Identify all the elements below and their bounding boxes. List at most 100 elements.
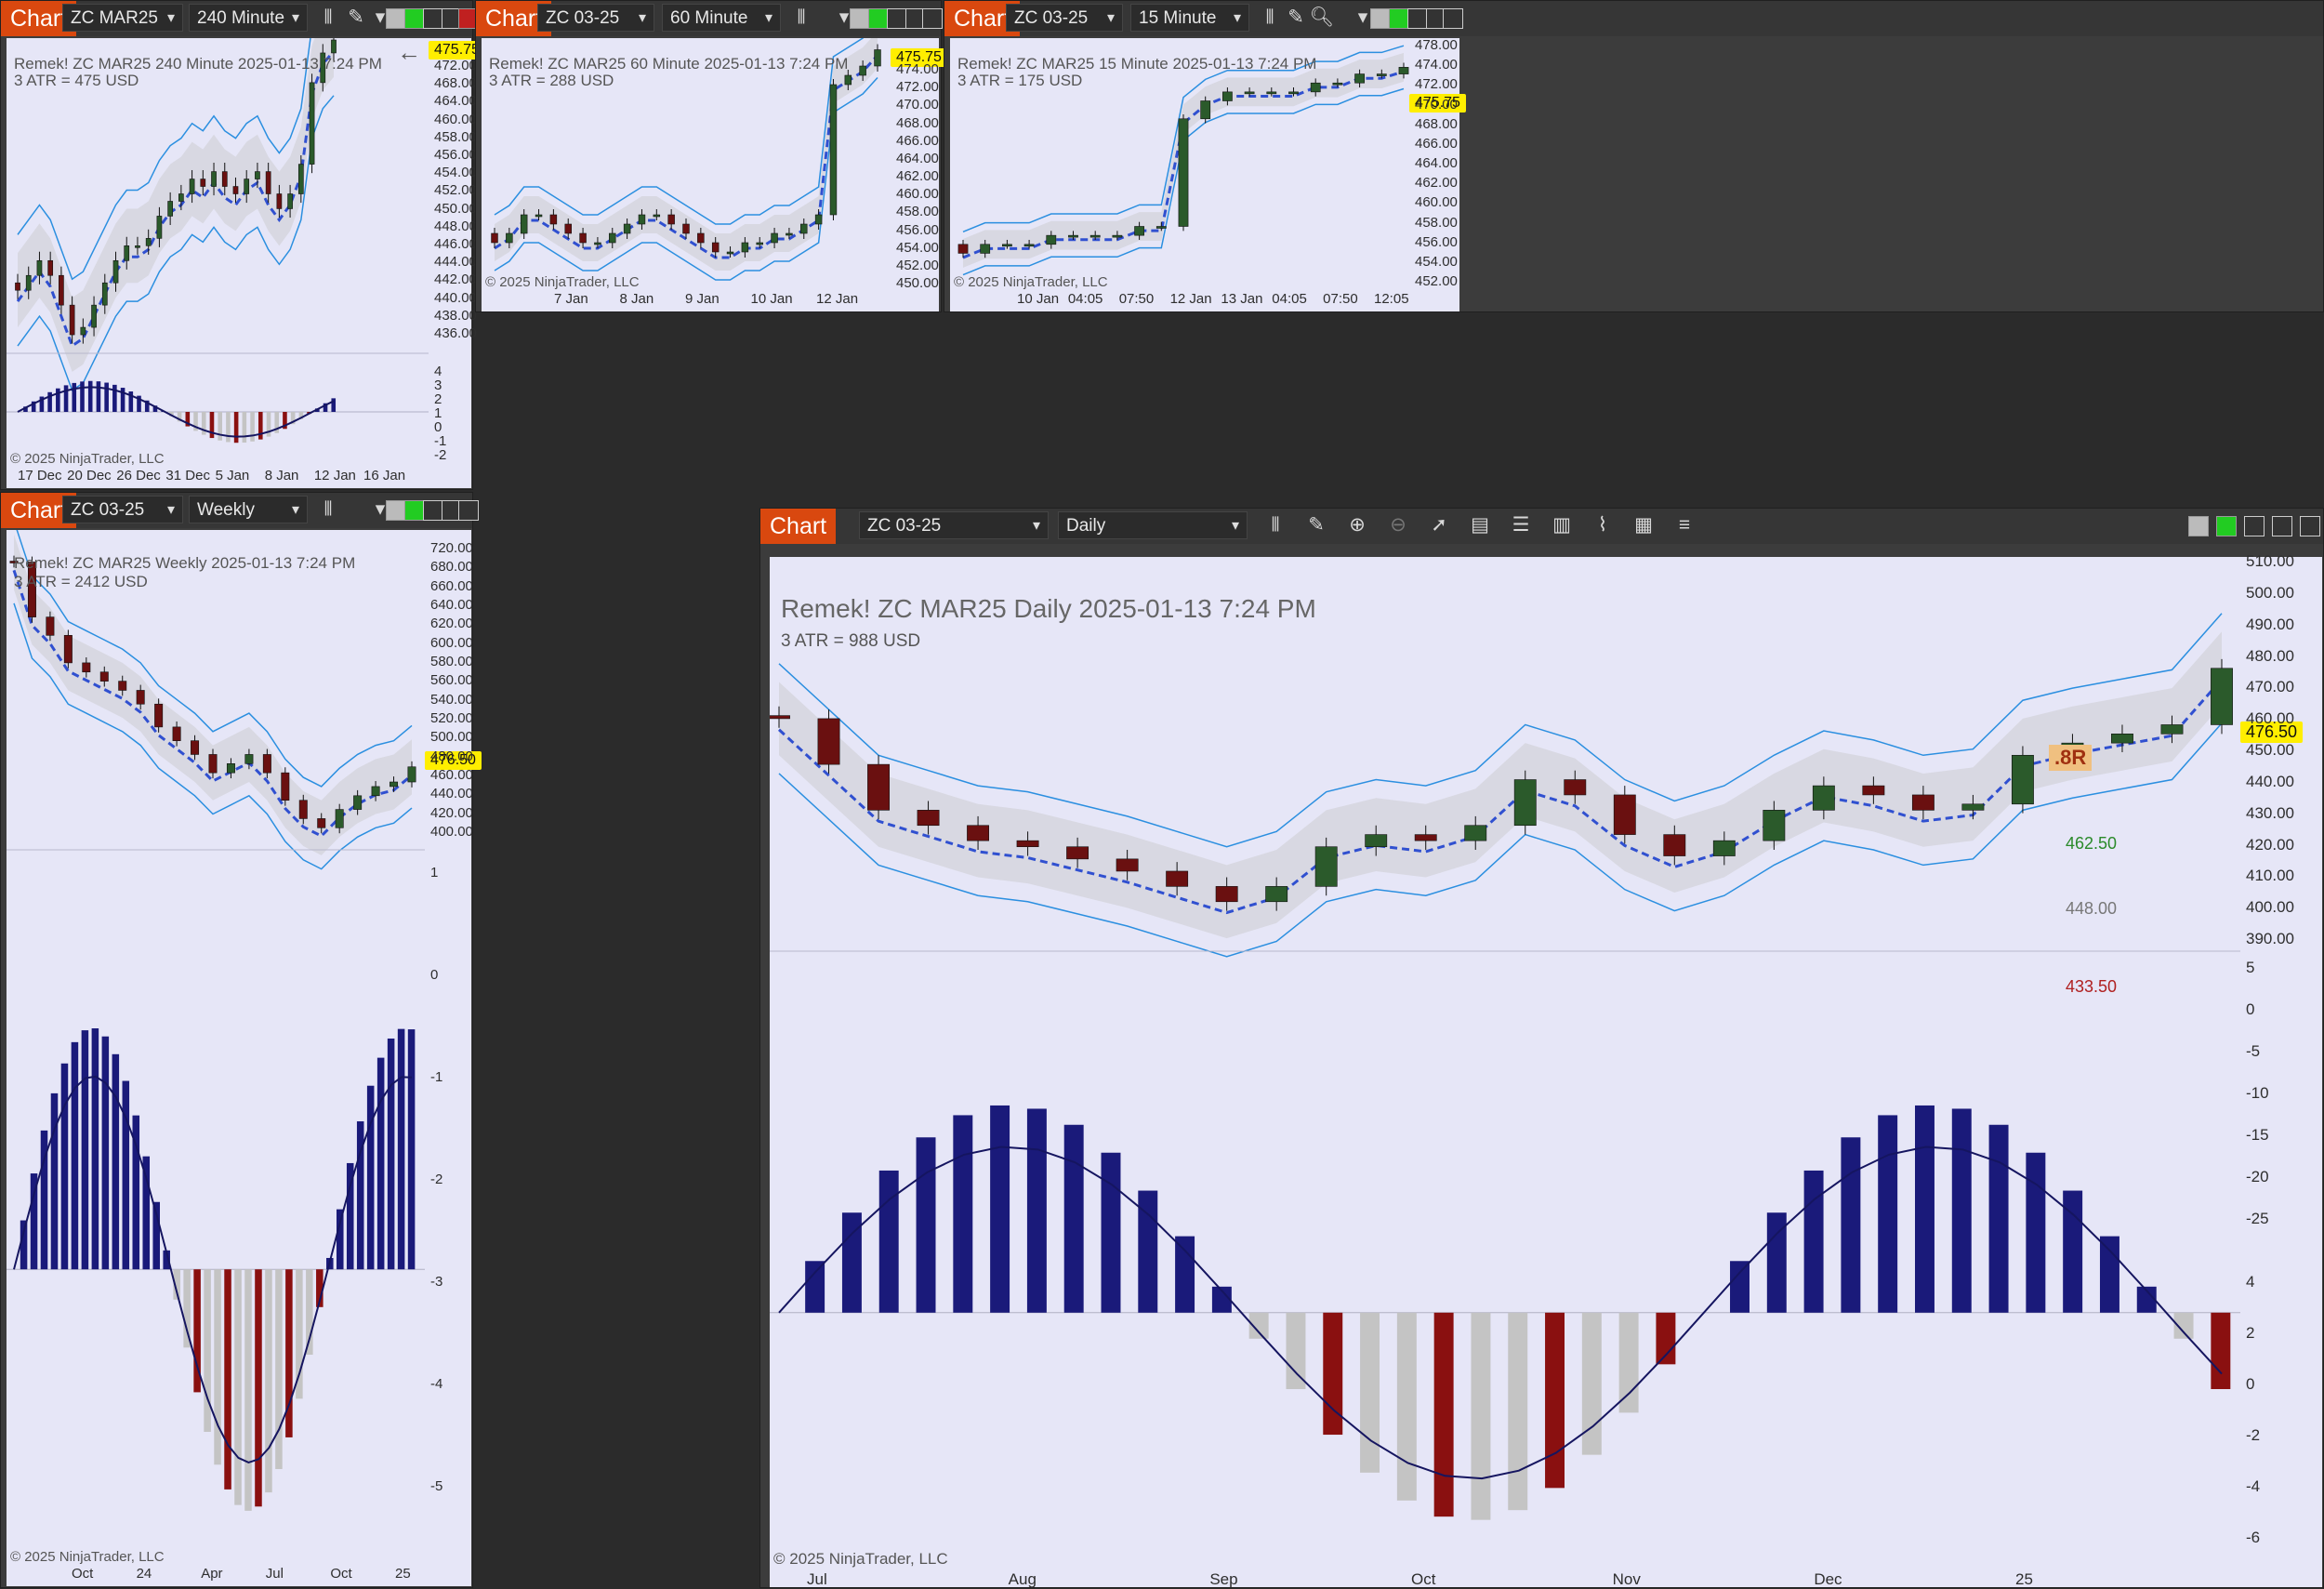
time-tick-label: 26 Dec [116, 468, 161, 483]
pointer-icon[interactable]: ➚ [1431, 514, 1447, 536]
period-selector[interactable]: 15 Minute ▾ [1130, 4, 1249, 32]
restore-button[interactable] [1443, 8, 1463, 29]
instrument-selector[interactable]: ZC 03-25 ▾ [62, 496, 183, 523]
price-panel[interactable]: Remek! ZC MAR25 Weekly 2025-01-13 7:24 P… [7, 530, 425, 1564]
dropdown-arrow-icon[interactable]: ▾ [1357, 7, 1368, 28]
oscillator-tick-label: -4 [430, 1376, 443, 1392]
bar-style-icon[interactable]: ⫴ [1271, 514, 1280, 536]
tile-green-button[interactable] [404, 500, 425, 521]
dropdown-arrow-icon[interactable]: ▾ [838, 7, 850, 28]
instrument-selector[interactable]: ZC MAR25 ▾ [62, 4, 183, 32]
instrument-selector[interactable]: ZC 03-25 ▾ [1006, 4, 1123, 32]
candle [1116, 850, 1139, 881]
price-panel[interactable]: Remek! ZC MAR25 15 Minute 2025-01-13 7:2… [950, 38, 1409, 289]
draw-pencil-icon[interactable]: ✎ [1308, 514, 1325, 536]
candle [154, 698, 164, 733]
period-selector[interactable]: Daily ▾ [1058, 511, 1248, 539]
histogram-bar [1656, 1312, 1676, 1365]
axis-tick-label: 470.00 [2246, 678, 2294, 696]
candle-body [46, 616, 55, 636]
instrument-selector[interactable]: ZC 03-25 ▾ [537, 4, 654, 32]
restore-button[interactable] [458, 500, 479, 521]
maximize-button[interactable] [2272, 516, 2292, 536]
candle [1365, 825, 1388, 856]
zoom-icon[interactable]: 🔍︎ [1309, 7, 1335, 28]
histogram-bar [120, 388, 125, 412]
tile-grey-button[interactable] [1370, 8, 1391, 29]
instrument-selector[interactable]: ZC 03-25 ▾ [859, 511, 1049, 539]
tile-green-button[interactable] [404, 8, 425, 29]
templates-icon[interactable]: ▦ [1634, 514, 1653, 536]
copyright: © 2025 NinjaTrader, LLC [10, 451, 165, 466]
price-panel[interactable]: Remek! ZC MAR25 Daily 2025-01-13 7:24 PM… [770, 557, 2240, 1569]
atr-label: 3 ATR = 288 USD [489, 72, 614, 89]
candle [27, 556, 36, 623]
period-selector[interactable]: 240 Minute ▾ [189, 4, 308, 32]
back-arrow-icon[interactable]: ← [397, 38, 421, 66]
time-tick-label: 04:05 [1067, 291, 1103, 307]
list-icon[interactable]: ≡ [1678, 514, 1691, 536]
minimize-button[interactable] [2244, 516, 2265, 536]
bar-style-icon[interactable]: ⫴ [324, 7, 333, 28]
bar-style-icon[interactable]: ⫴ [797, 7, 806, 28]
chart-tab[interactable]: Chart [760, 509, 837, 544]
candle [255, 163, 260, 189]
histogram-bar [265, 1269, 272, 1493]
histogram-bar [1175, 1236, 1195, 1313]
histogram-bar [275, 1269, 283, 1469]
time-tick-label: 12 Jan [313, 468, 356, 483]
candle-body [1398, 67, 1409, 74]
strategies-icon[interactable]: ⌇ [1597, 514, 1608, 536]
axis-tick-label: 462.00 [1415, 175, 1458, 192]
chart-header: Remek! ZC MAR25 Weekly 2025-01-13 7:24 P… [14, 554, 356, 572]
axis-tick-label: 560.00 [430, 672, 473, 689]
price-panel[interactable]: Remek! ZC MAR25 240 Minute 2025-01-13 7:… [7, 38, 429, 466]
dropdown-arrow-icon[interactable]: ▾ [375, 498, 386, 520]
tile-green-button[interactable] [1389, 8, 1409, 29]
zoom-in-icon[interactable]: ⊕ [1349, 514, 1366, 536]
tile-grey-button[interactable] [850, 8, 870, 29]
draw-pencil-icon[interactable]: ✎ [348, 7, 364, 28]
minimize-button[interactable] [887, 8, 907, 29]
candle-body [69, 304, 75, 336]
tile-grey-button[interactable] [386, 500, 406, 521]
last-price-badge: 475.75 [891, 48, 947, 67]
minimize-button[interactable] [423, 8, 443, 29]
time-tick-label: 07:50 [1323, 291, 1358, 307]
candle [1178, 113, 1189, 232]
moving-average-dashed [962, 70, 1405, 259]
chart-toolbar: Chart ZC 03-25 ▾ Weekly ▾ ⫴ ▾ [1, 493, 479, 528]
period-selector[interactable]: Weekly ▾ [189, 496, 308, 523]
minimize-button[interactable] [1407, 8, 1428, 29]
draw-pencil-icon[interactable]: ✎ [1287, 7, 1304, 28]
restore-button[interactable] [922, 8, 943, 29]
histogram-bar [346, 1162, 354, 1270]
histogram-bar [1248, 1312, 1269, 1339]
chart-window-weekly: Chart ZC 03-25 ▾ Weekly ▾ ⫴ ▾ Remek! ZC MA… [0, 492, 482, 1588]
candle-body [814, 214, 823, 225]
price-panel[interactable]: Remek! ZC MAR25 60 Minute 2025-01-13 7:2… [482, 38, 891, 289]
axis-tick-label: 400.00 [2246, 898, 2294, 917]
minimize-button[interactable] [423, 500, 443, 521]
histogram-bar [1471, 1312, 1491, 1520]
restore-button[interactable] [2300, 516, 2320, 536]
tile-green-button[interactable] [2216, 516, 2237, 536]
tile-grey-button[interactable] [2188, 516, 2209, 536]
dropdown-arrow-icon[interactable]: ▾ [375, 7, 386, 28]
bar-style-icon[interactable]: ⫴ [1265, 7, 1274, 28]
candle-body [2211, 668, 2233, 725]
zoom-out-icon[interactable]: ⊖ [1390, 514, 1406, 536]
bar-style-icon[interactable]: ⫴ [324, 498, 333, 520]
upper-band-line [494, 38, 865, 225]
tile-green-button[interactable] [868, 8, 889, 29]
candle [594, 237, 601, 248]
chart-header: Remek! ZC MAR25 60 Minute 2025-01-13 7:2… [489, 55, 849, 73]
properties-icon[interactable]: ☰ [1512, 514, 1530, 536]
price-axis: 475.75 472.00 468.00 464.00 460.00 458.00 456… [429, 38, 485, 466]
histogram-bar [234, 1269, 242, 1505]
histogram-bar [1915, 1105, 1934, 1313]
period-selector[interactable]: 60 Minute ▾ [662, 4, 781, 32]
indicators-icon[interactable]: ▥ [1552, 514, 1571, 536]
data-box-icon[interactable]: ▤ [1471, 514, 1489, 536]
tile-grey-button[interactable] [386, 8, 406, 29]
